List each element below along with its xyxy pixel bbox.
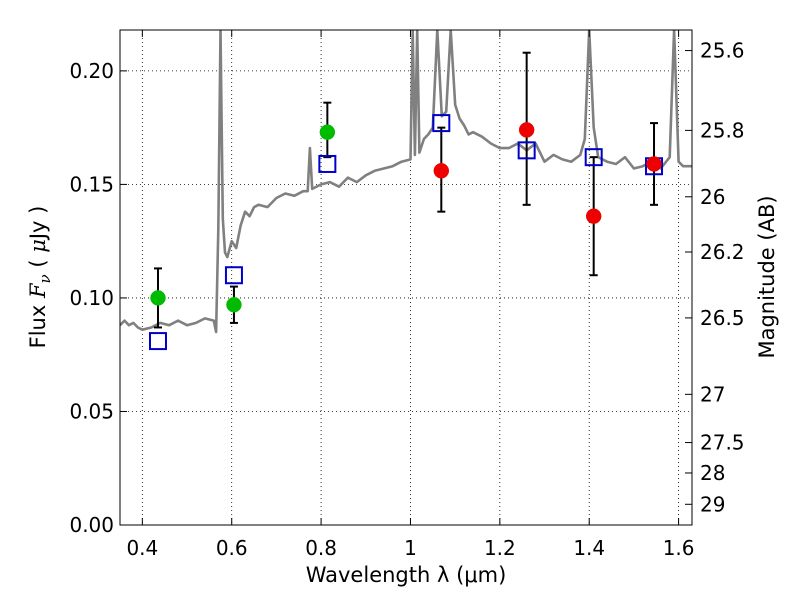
- error-bars: [153, 51, 659, 329]
- y-tick-label: 0.10: [69, 286, 114, 310]
- y2-tick-label: 26: [700, 185, 725, 209]
- y-tick-label: 0.15: [69, 172, 114, 196]
- y-tick-label: 0.20: [69, 59, 114, 83]
- grid: [120, 30, 692, 526]
- y2-tick-label: 28: [700, 461, 725, 485]
- model-flux-square: [148, 332, 167, 351]
- y-axis-title: Flux Fν ( μJy ): [26, 206, 54, 349]
- y2-tick-label: 27.5: [700, 431, 745, 455]
- y-tick-label: 0.00: [69, 513, 114, 537]
- observed-point: [319, 124, 336, 140]
- markers: [148, 114, 664, 351]
- x-tick-label: 1.6: [663, 536, 695, 560]
- y2-tick-label: 27: [700, 382, 725, 406]
- y-tick-labels: 0.00 0.05 0.10 0.15 0.20: [69, 59, 114, 537]
- x-tick-label: 0.4: [126, 536, 158, 560]
- x-tick-labels: 0.4 0.6 0.8 1 1.2 1.4 1.6: [126, 536, 694, 560]
- observed-point: [518, 122, 535, 138]
- y-axis-title-part: (: [26, 253, 50, 275]
- y2-tick-label: 25.6: [700, 39, 745, 63]
- y2-tick-label: 29: [700, 492, 725, 516]
- x-tick-label: 1.4: [573, 536, 605, 560]
- plot-frame: [119, 29, 693, 526]
- y-axis-title-part: F: [26, 282, 50, 299]
- model-flux-square: [318, 154, 337, 173]
- model-spectrum: [120, 30, 692, 334]
- y2-tick-label: 25.8: [700, 118, 745, 142]
- ticks: [120, 30, 692, 526]
- observed-point: [226, 296, 242, 313]
- model-flux-square: [432, 114, 451, 133]
- observed-point: [585, 208, 602, 224]
- y2-tick-label: 26.5: [700, 306, 745, 330]
- x-axis-title: Wavelength λ (μm): [306, 563, 507, 587]
- model-flux-square: [224, 266, 243, 285]
- spectrum-line: [120, 30, 692, 334]
- x-tick-label: 0.8: [305, 536, 337, 560]
- y-tick-label: 0.05: [69, 399, 114, 423]
- y-axis-title-part: ν: [36, 274, 54, 283]
- y-axis-title-part: Flux: [26, 298, 50, 348]
- y-axis-title-part: Jy ): [26, 206, 50, 242]
- observed-point: [150, 290, 166, 306]
- y-axis-title-part: μ: [26, 239, 50, 253]
- model-flux-square: [584, 148, 603, 167]
- x-tick-label: 1.2: [484, 536, 516, 560]
- y2-tick-label: 26.2: [700, 240, 745, 264]
- x-tick-label: 1: [404, 536, 417, 560]
- observed-point: [646, 156, 662, 172]
- y2-axis-title: Magnitude (AB): [755, 195, 779, 358]
- model-flux-square: [517, 141, 536, 160]
- x-tick-label: 0.6: [216, 536, 248, 560]
- y2-tick-labels: 25.6 25.8 26 26.2 26.5 27 27.5 28 29: [700, 39, 745, 517]
- observed-point: [433, 163, 450, 179]
